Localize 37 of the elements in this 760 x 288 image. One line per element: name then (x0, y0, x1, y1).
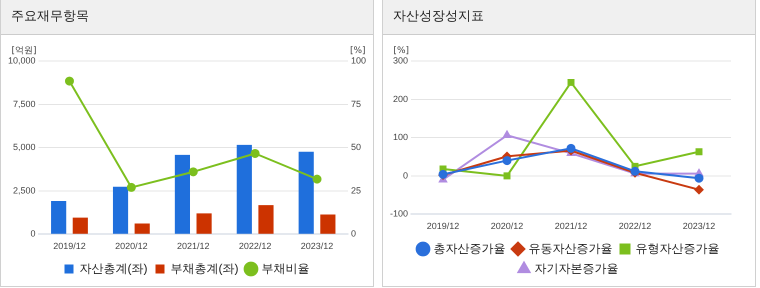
y-tick-label: 0 (30, 228, 36, 239)
chart-title: 주요재무항목 (1, 0, 373, 35)
chart-title: 자산성장성지표 (383, 0, 755, 35)
legend-label: 부채비율 (261, 261, 310, 276)
legend-label: 부채총계(좌) (170, 261, 238, 276)
y-tick-label: 200 (392, 94, 408, 104)
x-tick-label: 2020/12 (490, 221, 524, 232)
x-tick-label: 2020/12 (115, 241, 148, 252)
y2-tick-label: 50 (350, 142, 361, 152)
x-tick-label: 2021/12 (176, 241, 210, 252)
x-tick-label: 2019/12 (426, 221, 460, 232)
x-tick-label: 2022/12 (238, 241, 272, 252)
x-tick-label: 2019/12 (53, 241, 86, 252)
legend-label: 총자산증가율 (434, 241, 506, 256)
y-tick-label: 300 (392, 55, 408, 66)
legend-label: 유형자산증가율 (636, 241, 720, 256)
y2-tick-label: 0 (350, 228, 356, 239)
y-tick-label: 0 (403, 170, 408, 180)
y2-tick-label: 75 (350, 98, 361, 109)
x-tick-label: 2021/12 (554, 221, 588, 232)
y2-tick-label: 25 (350, 185, 361, 196)
legend-label: 유동자산증가율 (528, 241, 612, 256)
y-axis-title: [억원] (11, 46, 37, 56)
y-tick-label: 100 (392, 132, 408, 142)
legend-label: 자기자본증가율 (534, 261, 618, 276)
y-tick-label: 5,000 (12, 142, 36, 152)
x-tick-label: 2023/12 (300, 241, 334, 252)
y-tick-label: 10,000 (8, 55, 36, 66)
y-tick-label: 2,500 (12, 185, 36, 196)
x-tick-label: 2022/12 (618, 221, 652, 232)
y2-axis-title: [%] (350, 46, 366, 56)
y-tick-label: 7,500 (12, 98, 36, 109)
x-tick-label: 2023/12 (682, 221, 716, 232)
y2-tick-label: 100 (350, 55, 366, 66)
y-axis-title: [%] (393, 46, 410, 56)
legend-label: 자산총계(좌) (80, 261, 148, 276)
y-tick-label: -100 (390, 208, 408, 219)
